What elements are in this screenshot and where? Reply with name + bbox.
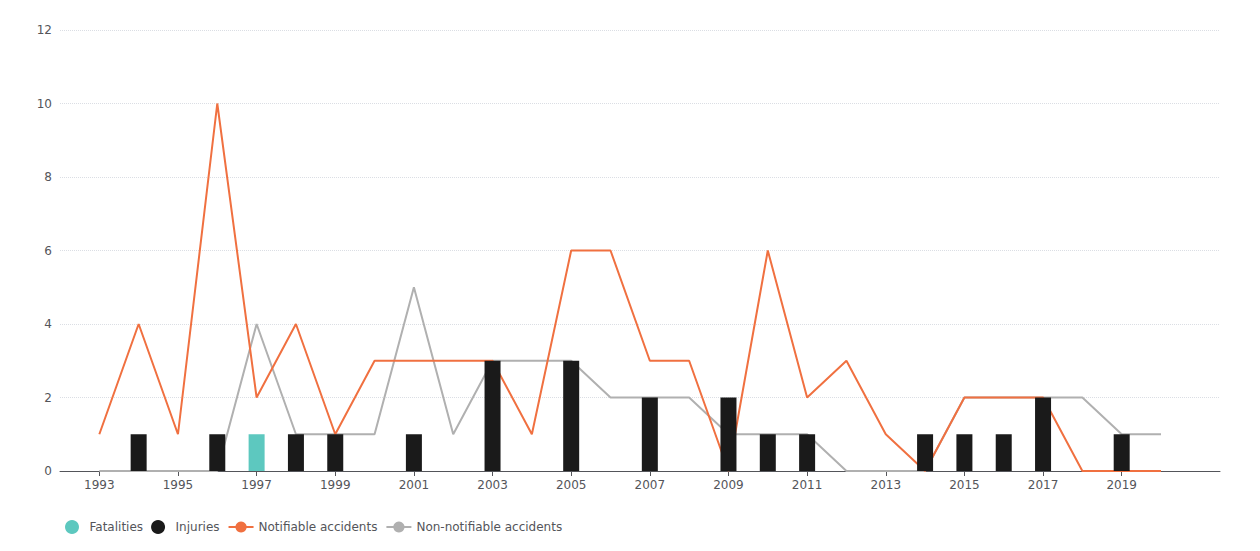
svg-text:10: 10 bbox=[37, 97, 52, 111]
svg-text:0: 0 bbox=[44, 464, 52, 478]
svg-text:2017: 2017 bbox=[1028, 478, 1059, 492]
svg-text:8: 8 bbox=[44, 170, 52, 184]
svg-text:2011: 2011 bbox=[792, 478, 823, 492]
svg-text:2003: 2003 bbox=[477, 478, 508, 492]
svg-text:1993: 1993 bbox=[84, 478, 115, 492]
svg-text:12: 12 bbox=[37, 23, 52, 37]
svg-text:Injuries: Injuries bbox=[176, 520, 220, 534]
svg-text:6: 6 bbox=[44, 244, 52, 258]
svg-text:Non-notifiable accidents: Non-notifiable accidents bbox=[416, 520, 562, 534]
svg-text:1995: 1995 bbox=[163, 478, 194, 492]
svg-text:4: 4 bbox=[44, 317, 52, 331]
svg-text:Fatalities: Fatalities bbox=[90, 520, 144, 534]
svg-text:2015: 2015 bbox=[949, 478, 980, 492]
svg-text:Notifiable accidents: Notifiable accidents bbox=[259, 520, 378, 534]
svg-text:2019: 2019 bbox=[1106, 478, 1137, 492]
svg-text:1997: 1997 bbox=[241, 478, 272, 492]
svg-text:2013: 2013 bbox=[870, 478, 901, 492]
svg-text:2: 2 bbox=[44, 391, 52, 405]
svg-text:2007: 2007 bbox=[635, 478, 666, 492]
svg-text:2009: 2009 bbox=[713, 478, 744, 492]
svg-text:2005: 2005 bbox=[556, 478, 587, 492]
svg-text:2001: 2001 bbox=[399, 478, 430, 492]
svg-text:1999: 1999 bbox=[320, 478, 351, 492]
